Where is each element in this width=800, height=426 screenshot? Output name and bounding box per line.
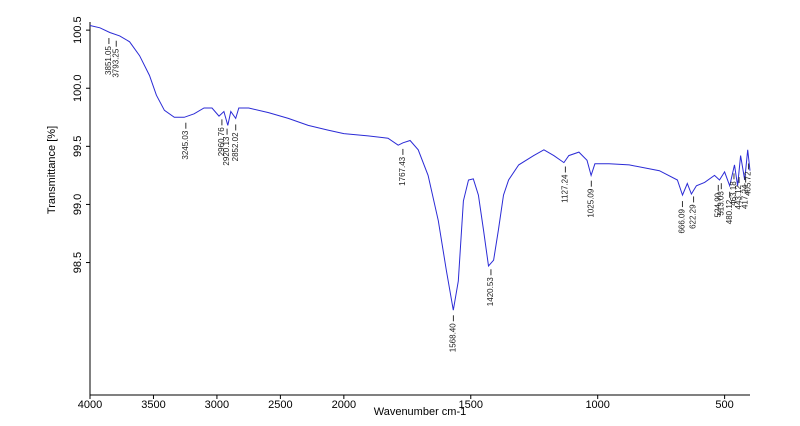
- peak-label: 513.03: [716, 191, 725, 216]
- peak-label: 2920.13: [222, 136, 231, 165]
- peak-label: 405.72: [744, 171, 753, 196]
- x-tick-label: 3500: [141, 399, 165, 411]
- x-tick-label: 4000: [78, 399, 102, 411]
- x-tick-label: 3000: [205, 399, 229, 411]
- peak-label: 443.12: [734, 184, 743, 209]
- peak-label: 480.12: [725, 199, 734, 224]
- peak-label: 1025.09: [586, 188, 595, 217]
- x-tick-label: 2000: [332, 399, 356, 411]
- peak-label: 417.24: [741, 184, 750, 209]
- peak-label: 2960.76: [217, 127, 226, 156]
- spectrum-line: [89, 25, 751, 311]
- x-axis-label: Wavenumber cm-1: [374, 406, 467, 418]
- y-tick-label: 100.5: [72, 16, 84, 44]
- peak-label: 1568.40: [449, 323, 458, 352]
- peak-label: 3245.03: [181, 130, 190, 159]
- peak-label: 3851.05: [104, 45, 113, 74]
- peak-label: 1420.53: [486, 277, 495, 306]
- peak-label: 463.18: [729, 181, 738, 206]
- peak-label: 1127.24: [561, 174, 570, 203]
- peak-label: 622.29: [689, 204, 698, 229]
- x-tick-label: 1000: [585, 399, 609, 411]
- y-tick-label: 98.5: [72, 252, 84, 273]
- peak-label: 3793.25: [111, 48, 120, 77]
- y-tick-label: 99.5: [72, 136, 84, 157]
- y-tick-label: 99.0: [72, 194, 84, 215]
- peak-label: 666.09: [678, 209, 687, 234]
- peak-label: 2852.02: [231, 132, 240, 161]
- y-tick-label: 100.0: [72, 74, 84, 102]
- x-tick-label: 500: [715, 399, 733, 411]
- x-tick-label: 2500: [268, 399, 292, 411]
- y-axis-label: Transmittance [%]: [46, 126, 58, 214]
- peak-label: 1767.43: [398, 156, 407, 185]
- peak-label: 524.90: [713, 192, 722, 217]
- x-tick-label: 1500: [459, 399, 483, 411]
